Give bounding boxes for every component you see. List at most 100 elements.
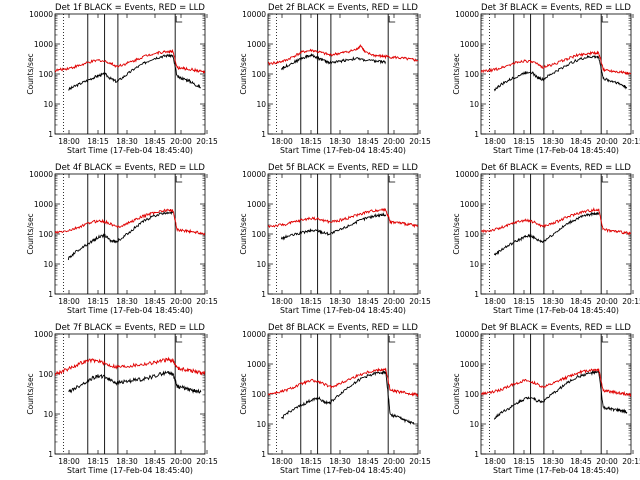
series-group — [481, 50, 631, 92]
lld-series-line — [268, 207, 418, 229]
x-tick-label: 18:00 — [58, 137, 80, 146]
chart-panel-9: Det 9f BLACK = Events, RED = LLD 1 10 100 10… — [452, 323, 640, 475]
y-tick-label: 10 — [256, 420, 266, 429]
y-tick-label: 100 — [39, 70, 54, 79]
y-tick-label: 10000 — [242, 10, 266, 19]
x-tick-label: 18:30 — [542, 457, 564, 466]
x-tick-label: 18:15 — [513, 457, 535, 466]
chart-panel-3: Det 3f BLACK = Events, RED = LLD 1 10 100 10… — [452, 3, 640, 155]
x-axis-label: Start Time (17-Feb-04 18:45:40) — [280, 306, 406, 315]
x-tick-label: 18:30 — [116, 457, 138, 466]
lld-series-line — [55, 356, 205, 376]
corner-bracket — [601, 336, 609, 343]
y-tick-label: 1 — [48, 130, 53, 139]
chart-title: Det 2f BLACK = Events, RED = LLD — [268, 3, 418, 13]
y-tick-label: 1000 — [460, 200, 479, 209]
y-tick-label: 10 — [469, 260, 479, 269]
x-axis-label: Start Time (17-Feb-04 18:45:40) — [67, 146, 193, 155]
x-tick-label: 20:00 — [170, 137, 192, 146]
x-axis-label: Start Time (17-Feb-04 18:45:40) — [493, 306, 619, 315]
events-series-line — [68, 53, 201, 91]
chart-title: Det 8f BLACK = Events, RED = LLD — [268, 323, 418, 333]
x-tick-label: 20:15 — [196, 457, 218, 466]
y-tick-label: 10000 — [242, 170, 266, 179]
events-series-line — [493, 54, 628, 92]
y-tick-label: 10 — [43, 410, 53, 419]
y-tick-label: 10000 — [455, 170, 479, 179]
y-tick-label: 100 — [465, 390, 480, 399]
plot-frame — [480, 333, 632, 455]
y-tick-label: 10 — [43, 100, 53, 109]
chart-title: Det 6f BLACK = Events, RED = LLD — [481, 163, 631, 173]
time-markers — [276, 14, 389, 134]
corner-bracket — [388, 16, 396, 23]
x-tick-label: 20:00 — [596, 137, 618, 146]
x-tick-label: 18:30 — [116, 297, 138, 306]
x-tick-label: 18:30 — [329, 137, 351, 146]
y-tick-label: 100 — [39, 370, 54, 379]
chart-panel-5: Det 5f BLACK = Events, RED = LLD 1 10 100 10… — [239, 163, 431, 315]
x-tick-label: 18:45 — [357, 137, 379, 146]
y-axis-label: Counts/sec — [239, 213, 248, 254]
y-tick-label: 1000 — [34, 330, 53, 339]
x-tick-label: 18:15 — [513, 137, 535, 146]
chart-title: Det 9f BLACK = Events, RED = LLD — [481, 323, 631, 333]
plot-frame — [267, 173, 419, 295]
chart-panel-4: Det 4f BLACK = Events, RED = LLD 1 10 100 10… — [26, 163, 218, 315]
time-markers — [489, 174, 602, 294]
plot-frame — [54, 13, 206, 135]
x-tick-label: 20:00 — [383, 297, 405, 306]
series-group — [55, 208, 205, 261]
time-markers — [63, 174, 176, 294]
plot-frame — [480, 173, 632, 295]
y-tick-label: 100 — [252, 70, 267, 79]
y-tick-label: 100 — [252, 390, 267, 399]
x-tick-label: 20:15 — [622, 297, 640, 306]
lld-series-line — [55, 48, 205, 74]
plot-frame — [54, 173, 206, 295]
events-series-line — [280, 53, 386, 71]
plot-frame — [267, 333, 419, 455]
time-markers — [63, 334, 176, 454]
x-tick-label: 18:45 — [144, 457, 166, 466]
y-tick-label: 1 — [261, 130, 266, 139]
x-tick-label: 20:15 — [409, 457, 431, 466]
x-tick-label: 18:45 — [570, 137, 592, 146]
x-tick-label: 18:15 — [300, 457, 322, 466]
y-tick-label: 1000 — [460, 360, 479, 369]
series-group — [481, 367, 631, 420]
y-axis-label: Counts/sec — [239, 53, 248, 94]
y-tick-label: 1 — [474, 450, 479, 459]
time-markers — [489, 14, 602, 134]
lld-series-line — [481, 207, 631, 236]
chart-title: Det 4f BLACK = Events, RED = LLD — [55, 163, 205, 173]
x-tick-label: 18:30 — [116, 137, 138, 146]
events-series-line — [493, 211, 600, 256]
x-tick-label: 18:15 — [300, 137, 322, 146]
plot-frame — [480, 13, 632, 135]
series-group — [55, 48, 205, 91]
y-tick-label: 10 — [469, 420, 479, 429]
x-tick-label: 18:30 — [542, 137, 564, 146]
x-axis-label: Start Time (17-Feb-04 18:45:40) — [67, 306, 193, 315]
series-group — [268, 367, 418, 425]
x-tick-label: 20:15 — [622, 457, 640, 466]
chart-title: Det 1f BLACK = Events, RED = LLD — [55, 3, 205, 13]
lld-series-line — [268, 367, 418, 398]
x-tick-label: 20:15 — [196, 137, 218, 146]
y-tick-label: 1 — [474, 290, 479, 299]
events-series-line — [67, 210, 174, 261]
y-axis-label: Counts/sec — [239, 373, 248, 414]
chart-panel-1: Det 1f BLACK = Events, RED = LLD 1 10 100 10… — [26, 3, 218, 155]
y-tick-label: 1 — [261, 290, 266, 299]
x-tick-label: 20:00 — [596, 297, 618, 306]
corner-bracket — [175, 336, 183, 343]
x-tick-label: 18:00 — [271, 297, 293, 306]
x-axis-label: Start Time (17-Feb-04 18:45:40) — [493, 146, 619, 155]
lld-series-line — [268, 43, 418, 66]
x-tick-label: 20:15 — [622, 137, 640, 146]
y-tick-label: 10 — [256, 100, 266, 109]
y-tick-label: 1 — [261, 450, 266, 459]
y-tick-label: 1 — [48, 290, 53, 299]
x-tick-label: 18:45 — [144, 137, 166, 146]
